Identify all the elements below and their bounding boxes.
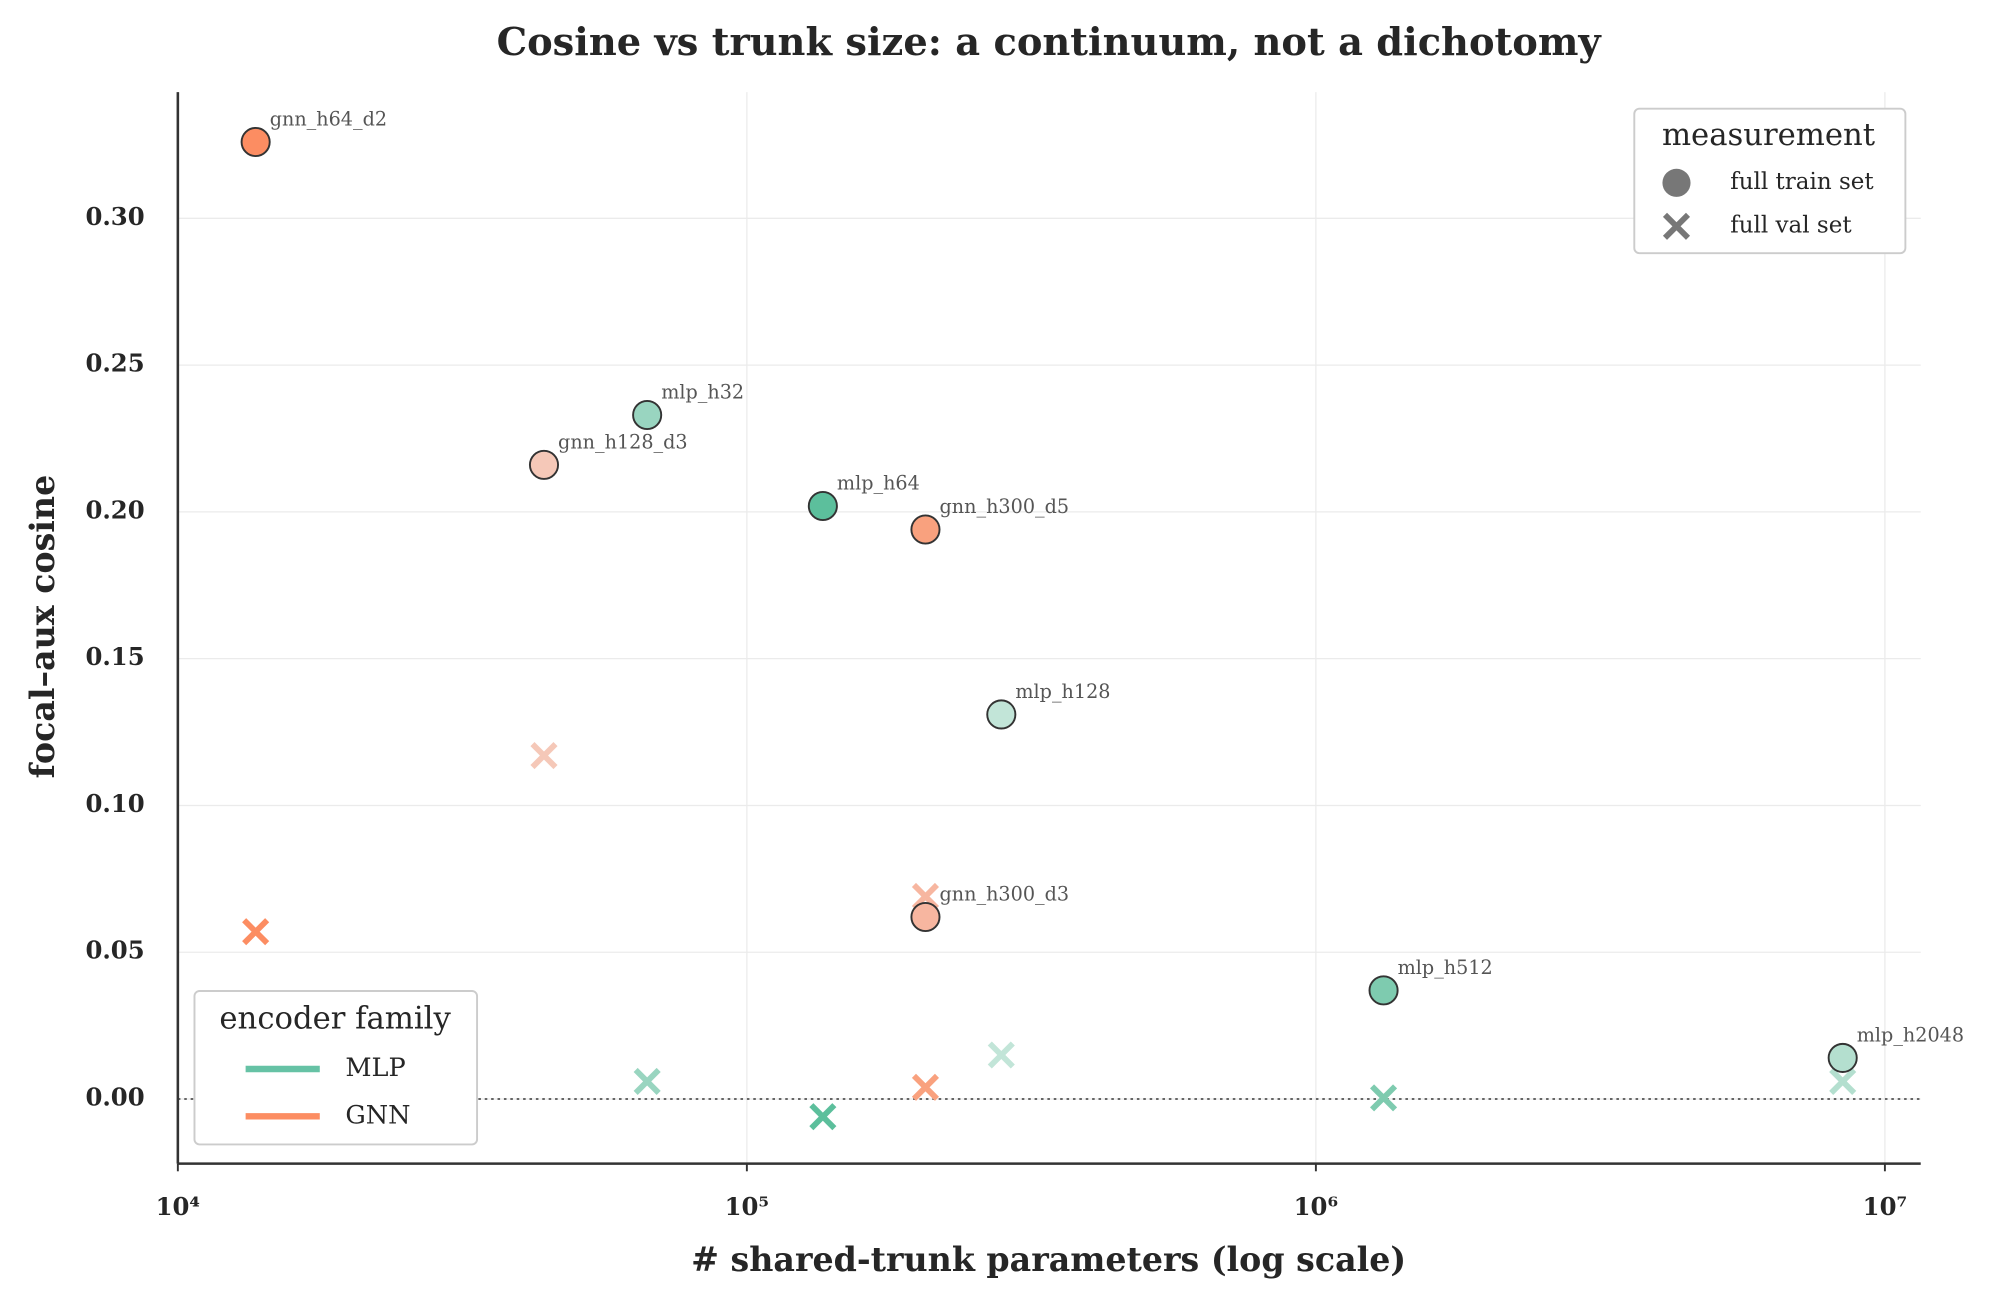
train-marker bbox=[910, 514, 941, 545]
point-label: mlp_h512 bbox=[1398, 956, 1493, 979]
val-marker bbox=[530, 742, 558, 770]
point-label: mlp_h2048 bbox=[1857, 1023, 1964, 1046]
legend-label: GNN bbox=[345, 1100, 410, 1130]
train-marker bbox=[240, 126, 271, 157]
cross-stroke bbox=[530, 742, 558, 770]
y-axis-label: focal–aux cosine bbox=[23, 475, 62, 779]
cross-stroke bbox=[987, 1041, 1015, 1069]
y-tick-label: 0.30 bbox=[85, 202, 144, 231]
y-tick-label: 0.05 bbox=[85, 936, 144, 965]
legend-marker bbox=[1662, 212, 1691, 240]
train-marker bbox=[910, 901, 941, 933]
x-axis-label: # shared-trunk parameters (log scale) bbox=[691, 1240, 1406, 1279]
point-label: mlp_h64 bbox=[837, 471, 920, 494]
legend-box bbox=[193, 990, 479, 1146]
x-tick-label: 10⁶ bbox=[1294, 1192, 1338, 1221]
point-label: gnn_h128_d3 bbox=[558, 430, 688, 453]
y-tick-label: 0.15 bbox=[85, 642, 144, 671]
train-marker bbox=[632, 399, 663, 431]
legend-title: encoder family bbox=[219, 1001, 451, 1036]
train-marker bbox=[807, 490, 838, 522]
point-label: gnn_h300_d3 bbox=[940, 882, 1070, 905]
x-tick-label: 10⁵ bbox=[725, 1192, 769, 1221]
legend-label: full val set bbox=[1730, 212, 1852, 238]
x-tick-label: 10⁷ bbox=[1863, 1192, 1907, 1221]
val-marker bbox=[1370, 1084, 1398, 1112]
x-tick-label: 10⁴ bbox=[156, 1192, 200, 1221]
val-marker bbox=[242, 918, 270, 946]
train-marker bbox=[528, 449, 560, 480]
legend-title: measurement bbox=[1662, 118, 1876, 153]
point-label: mlp_h128 bbox=[1015, 680, 1110, 703]
y-tick-label: 0.00 bbox=[85, 1083, 144, 1112]
legend-label: full train set bbox=[1730, 169, 1874, 195]
train-marker bbox=[1827, 1042, 1858, 1073]
cross-stroke bbox=[242, 918, 270, 946]
chart-title: Cosine vs trunk size: a continuum, not a… bbox=[497, 20, 1603, 65]
y-tick-label: 0.20 bbox=[85, 495, 144, 524]
point-label: gnn_h300_d5 bbox=[940, 495, 1070, 518]
y-tick-label: 0.25 bbox=[85, 349, 144, 378]
val-marker bbox=[1829, 1067, 1857, 1095]
point-label: gnn_h64_d2 bbox=[270, 107, 387, 130]
val-marker bbox=[911, 1073, 940, 1101]
val-marker bbox=[633, 1067, 661, 1095]
cross-stroke bbox=[633, 1067, 661, 1095]
legend-label: MLP bbox=[345, 1053, 405, 1083]
cross-stroke bbox=[1370, 1084, 1398, 1112]
val-marker bbox=[809, 1103, 837, 1131]
val-marker bbox=[987, 1041, 1015, 1069]
y-tick-label: 0.10 bbox=[85, 789, 144, 818]
legend-box bbox=[1633, 107, 1907, 255]
point-label: mlp_h32 bbox=[661, 380, 744, 403]
train-marker bbox=[1368, 975, 1399, 1006]
legend-marker bbox=[1662, 168, 1691, 197]
cross-stroke bbox=[809, 1103, 837, 1131]
cross-stroke bbox=[1662, 212, 1691, 240]
cross-stroke bbox=[1829, 1067, 1857, 1095]
train-marker bbox=[986, 699, 1017, 730]
cross-stroke bbox=[911, 1073, 940, 1101]
